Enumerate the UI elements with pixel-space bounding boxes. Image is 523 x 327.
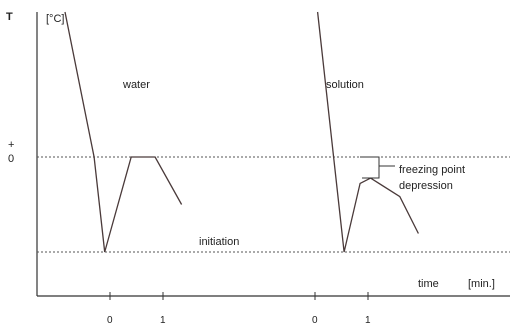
freezing-depression-bracket [360,156,395,179]
initiation-label: initiation [199,236,239,248]
water-label: water [122,79,150,91]
water-curve [64,11,183,253]
x-axis-label: time [418,278,439,290]
x-tick-label-left-0: 0 [107,315,113,326]
x-axis-unit: [min.] [468,278,495,290]
x-tick-label-right-1: 1 [365,315,371,326]
depression-label: depression [399,180,453,192]
y-axis-symbol: T [6,11,13,23]
solution-curve [316,11,419,253]
solution-label: solution [326,79,364,91]
y-axis-unit: [°C] [46,13,64,25]
x-tick-label-left-1: 1 [160,315,166,326]
freezing-point-label: freezing point [399,164,465,176]
x-tick-label-right-0: 0 [312,315,318,326]
y-tick-zero: 0 [8,153,14,165]
y-tick-sign: + [8,139,14,151]
